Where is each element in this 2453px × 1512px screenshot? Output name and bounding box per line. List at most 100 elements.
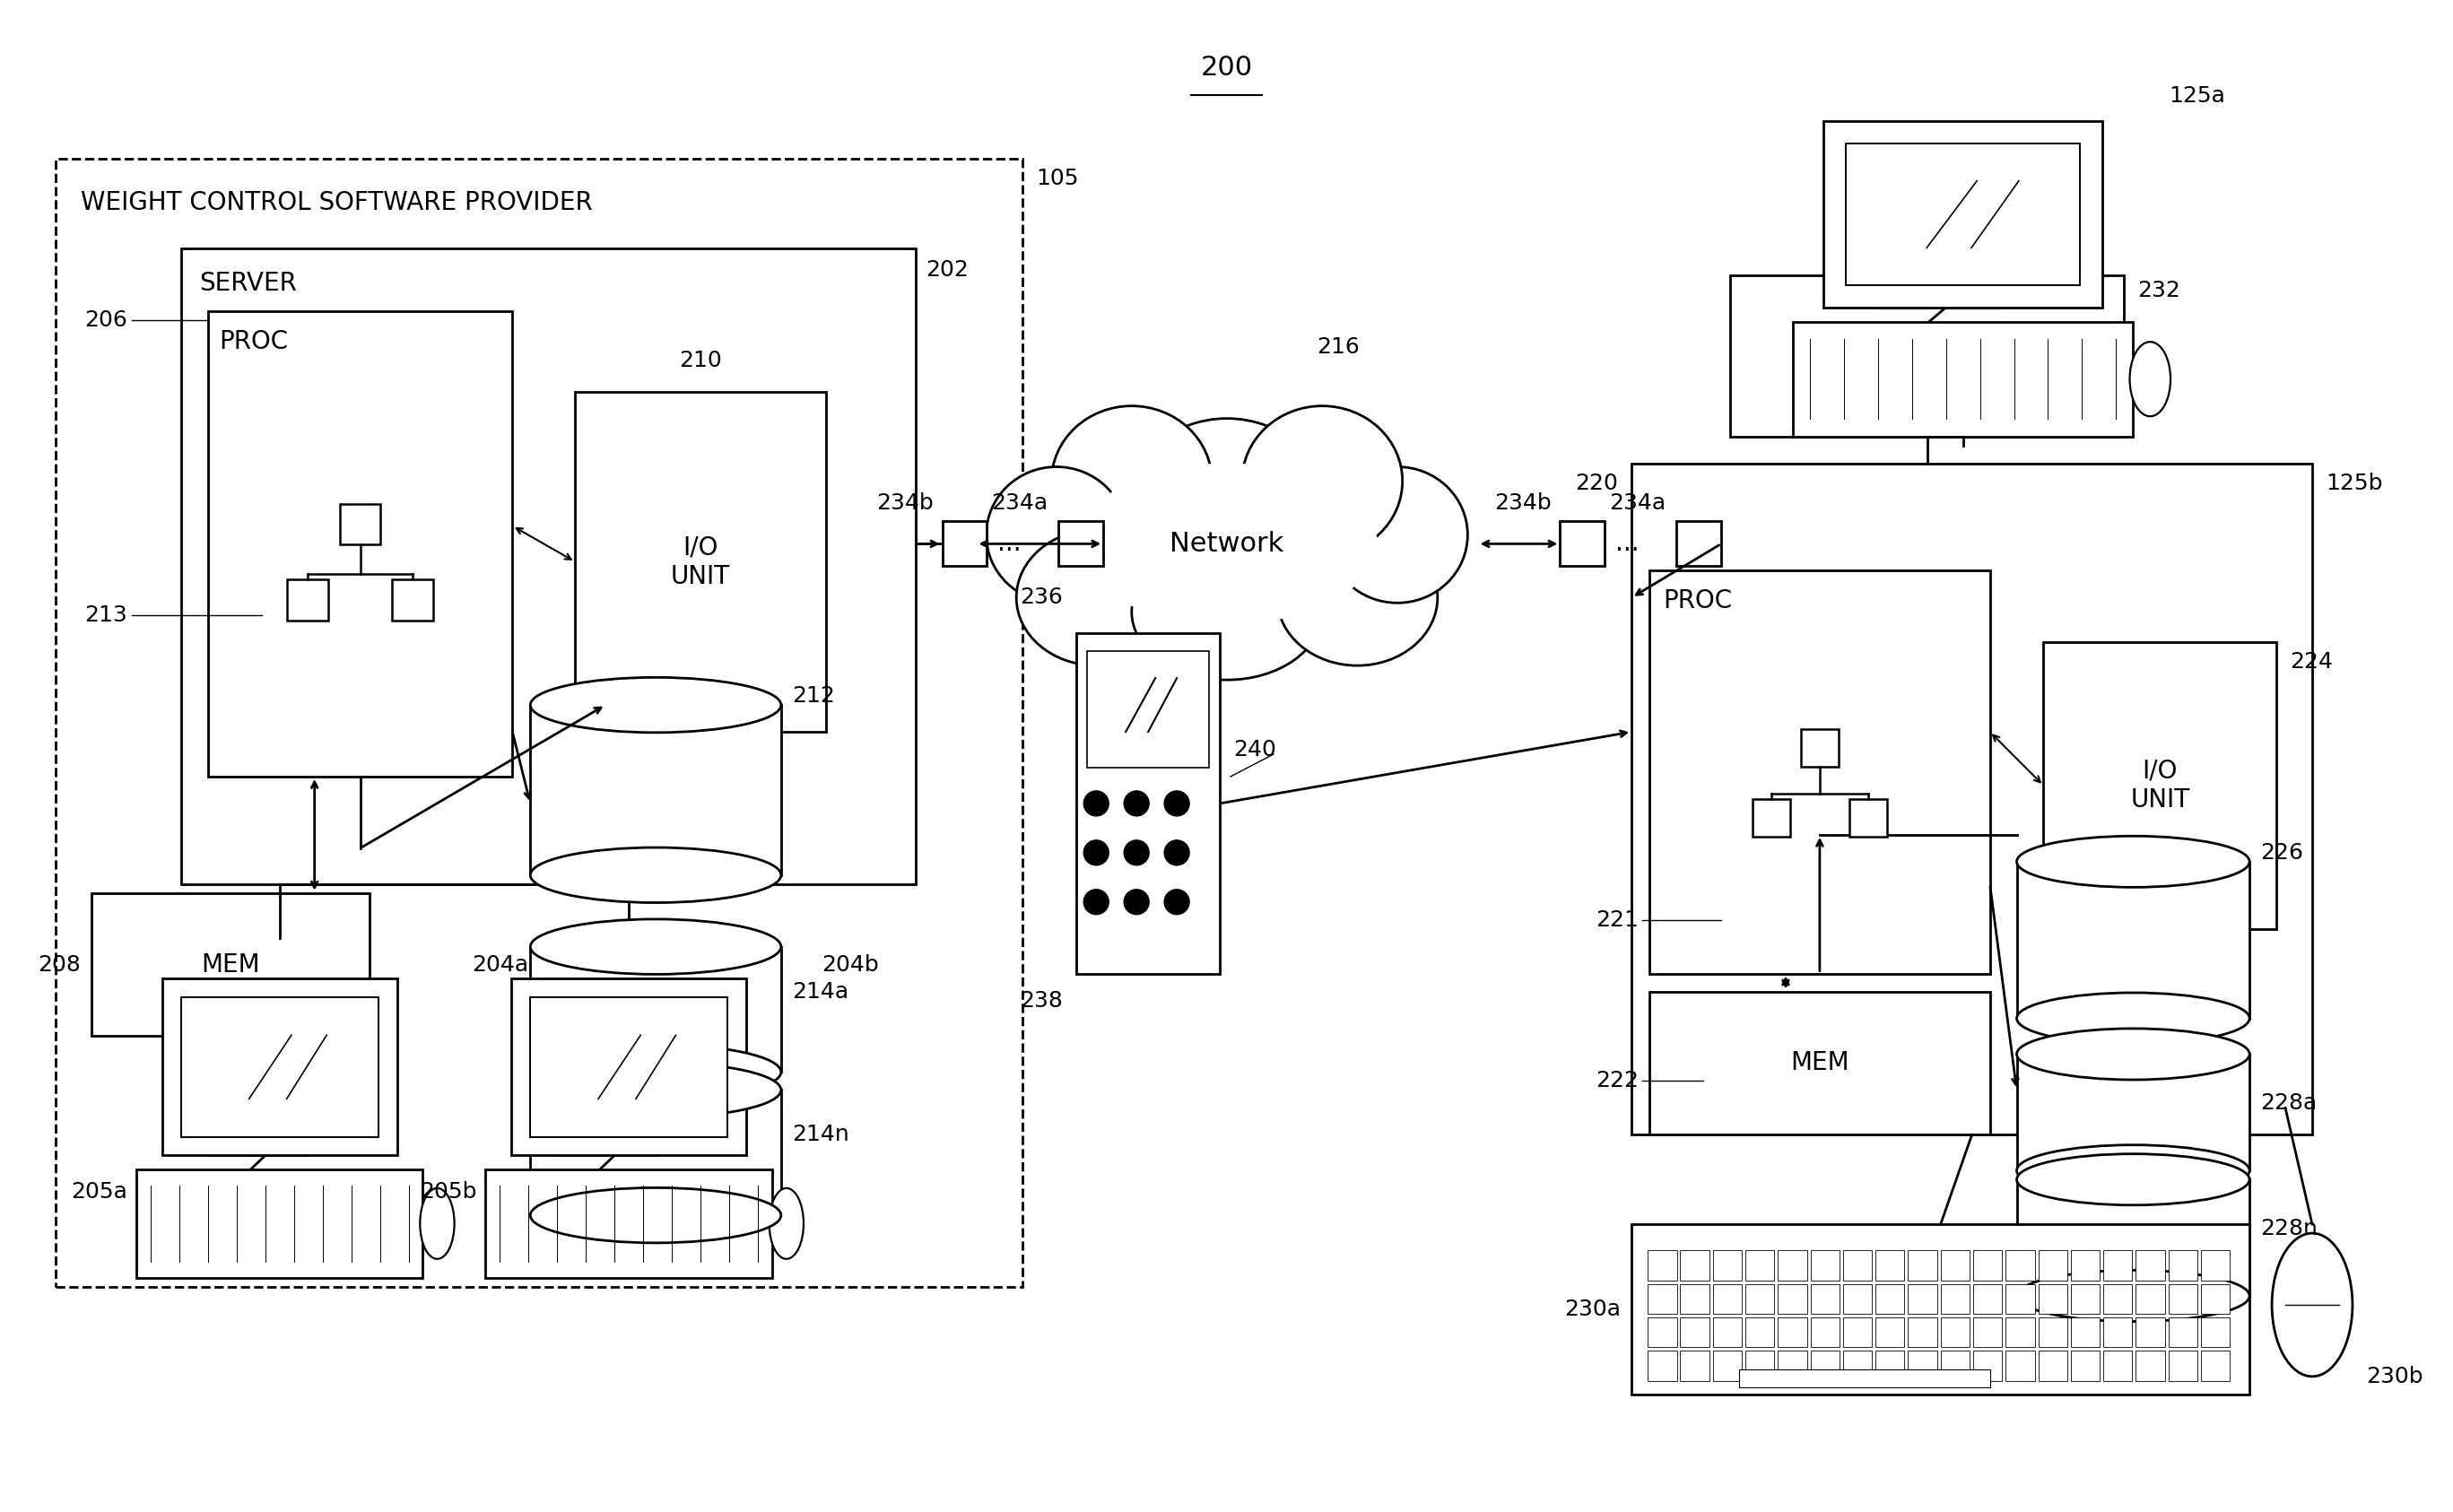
Bar — [1712, 1250, 1742, 1281]
Bar — [1972, 1317, 2002, 1347]
Bar — [1940, 1250, 1970, 1281]
Bar — [2102, 1250, 2132, 1281]
Bar — [182, 248, 915, 885]
Circle shape — [1084, 791, 1109, 816]
Text: 213: 213 — [83, 605, 128, 626]
Bar — [1908, 1317, 1938, 1347]
Bar — [1747, 1350, 1774, 1380]
Bar — [2007, 1317, 2034, 1347]
Ellipse shape — [2016, 836, 2249, 888]
Bar — [486, 1169, 773, 1278]
Text: 105: 105 — [1035, 168, 1079, 189]
Bar — [1712, 1350, 1742, 1380]
Bar — [1940, 1350, 1970, 1380]
Bar — [1845, 144, 2080, 286]
Text: 200: 200 — [1200, 54, 1253, 82]
Bar — [1778, 1284, 1808, 1314]
Text: 212: 212 — [792, 685, 834, 706]
Bar — [162, 978, 397, 1155]
Bar — [2137, 1317, 2164, 1347]
Bar — [2137, 1284, 2164, 1314]
Bar — [1842, 1317, 1872, 1347]
Bar — [1560, 522, 1604, 565]
Text: MEM: MEM — [1791, 1051, 1850, 1075]
Bar — [530, 947, 780, 1072]
Bar — [2070, 1350, 2100, 1380]
Text: 234a: 234a — [1609, 493, 1666, 514]
Text: 125b: 125b — [2325, 472, 2382, 494]
Ellipse shape — [2016, 1270, 2249, 1321]
Text: 232: 232 — [2137, 280, 2181, 301]
Text: 220: 220 — [1575, 472, 1619, 494]
Bar — [1908, 1350, 1938, 1380]
Bar — [1823, 121, 2102, 307]
Bar — [2168, 1250, 2198, 1281]
Text: 224: 224 — [2289, 652, 2333, 673]
Bar — [137, 1169, 422, 1278]
Ellipse shape — [1131, 544, 1322, 680]
Ellipse shape — [419, 1188, 454, 1259]
Ellipse shape — [2271, 1234, 2352, 1376]
Bar — [1908, 1250, 1938, 1281]
Text: 125a: 125a — [2168, 85, 2225, 107]
Bar — [1842, 1250, 1872, 1281]
Bar — [1810, 1350, 1840, 1380]
Bar — [1940, 1284, 1970, 1314]
Bar — [1087, 652, 1209, 768]
Text: 226: 226 — [2259, 842, 2303, 863]
Bar — [1877, 1350, 1904, 1380]
Text: ...: ... — [998, 531, 1020, 556]
Ellipse shape — [2129, 342, 2171, 416]
Bar — [1648, 1317, 1678, 1347]
Bar — [1778, 1350, 1808, 1380]
Bar — [1675, 522, 1722, 565]
Bar — [91, 894, 368, 1036]
Ellipse shape — [2016, 1154, 2249, 1205]
Text: 206: 206 — [83, 310, 128, 331]
Circle shape — [1084, 889, 1109, 915]
Bar — [1972, 1350, 2002, 1380]
Bar — [1648, 1250, 1678, 1281]
Bar — [2168, 1317, 2198, 1347]
Bar — [1680, 1284, 1710, 1314]
Bar — [1972, 1284, 2002, 1314]
Bar — [1842, 1350, 1872, 1380]
Bar — [574, 392, 827, 732]
Bar — [2016, 862, 2249, 1018]
Ellipse shape — [530, 1188, 780, 1243]
Bar — [1877, 1284, 1904, 1314]
Ellipse shape — [1278, 529, 1437, 665]
Bar — [1680, 1250, 1710, 1281]
Bar — [182, 998, 378, 1137]
Ellipse shape — [2016, 1145, 2249, 1196]
Text: SERVER: SERVER — [199, 271, 297, 296]
Text: 240: 240 — [1234, 739, 1276, 761]
Text: WEIGHT CONTROL SOFTWARE PROVIDER: WEIGHT CONTROL SOFTWARE PROVIDER — [81, 191, 594, 215]
Bar — [1850, 798, 1886, 836]
Bar — [2038, 1250, 2068, 1281]
Text: ...: ... — [1617, 531, 1639, 556]
Bar — [2070, 1250, 2100, 1281]
Bar — [2168, 1350, 2198, 1380]
Bar — [341, 503, 380, 544]
Text: 204a: 204a — [471, 954, 530, 975]
Bar — [1648, 1284, 1678, 1314]
Ellipse shape — [1052, 405, 1212, 556]
Bar — [2038, 1317, 2068, 1347]
Bar — [1940, 1317, 1970, 1347]
Text: 228a: 228a — [2259, 1093, 2318, 1114]
Bar — [1648, 1350, 1678, 1380]
Bar — [2016, 1179, 2249, 1296]
Text: PROC: PROC — [1663, 588, 1732, 614]
Bar — [530, 998, 729, 1137]
Text: 214n: 214n — [792, 1123, 849, 1146]
Bar — [1747, 1317, 1774, 1347]
Bar — [1060, 522, 1104, 565]
Circle shape — [1123, 889, 1148, 915]
Bar — [2102, 1284, 2132, 1314]
Bar — [2200, 1250, 2230, 1281]
Bar — [1842, 1284, 1872, 1314]
Bar — [1778, 1317, 1808, 1347]
Text: I/O
UNIT: I/O UNIT — [2129, 759, 2191, 812]
Bar — [1648, 570, 1989, 974]
